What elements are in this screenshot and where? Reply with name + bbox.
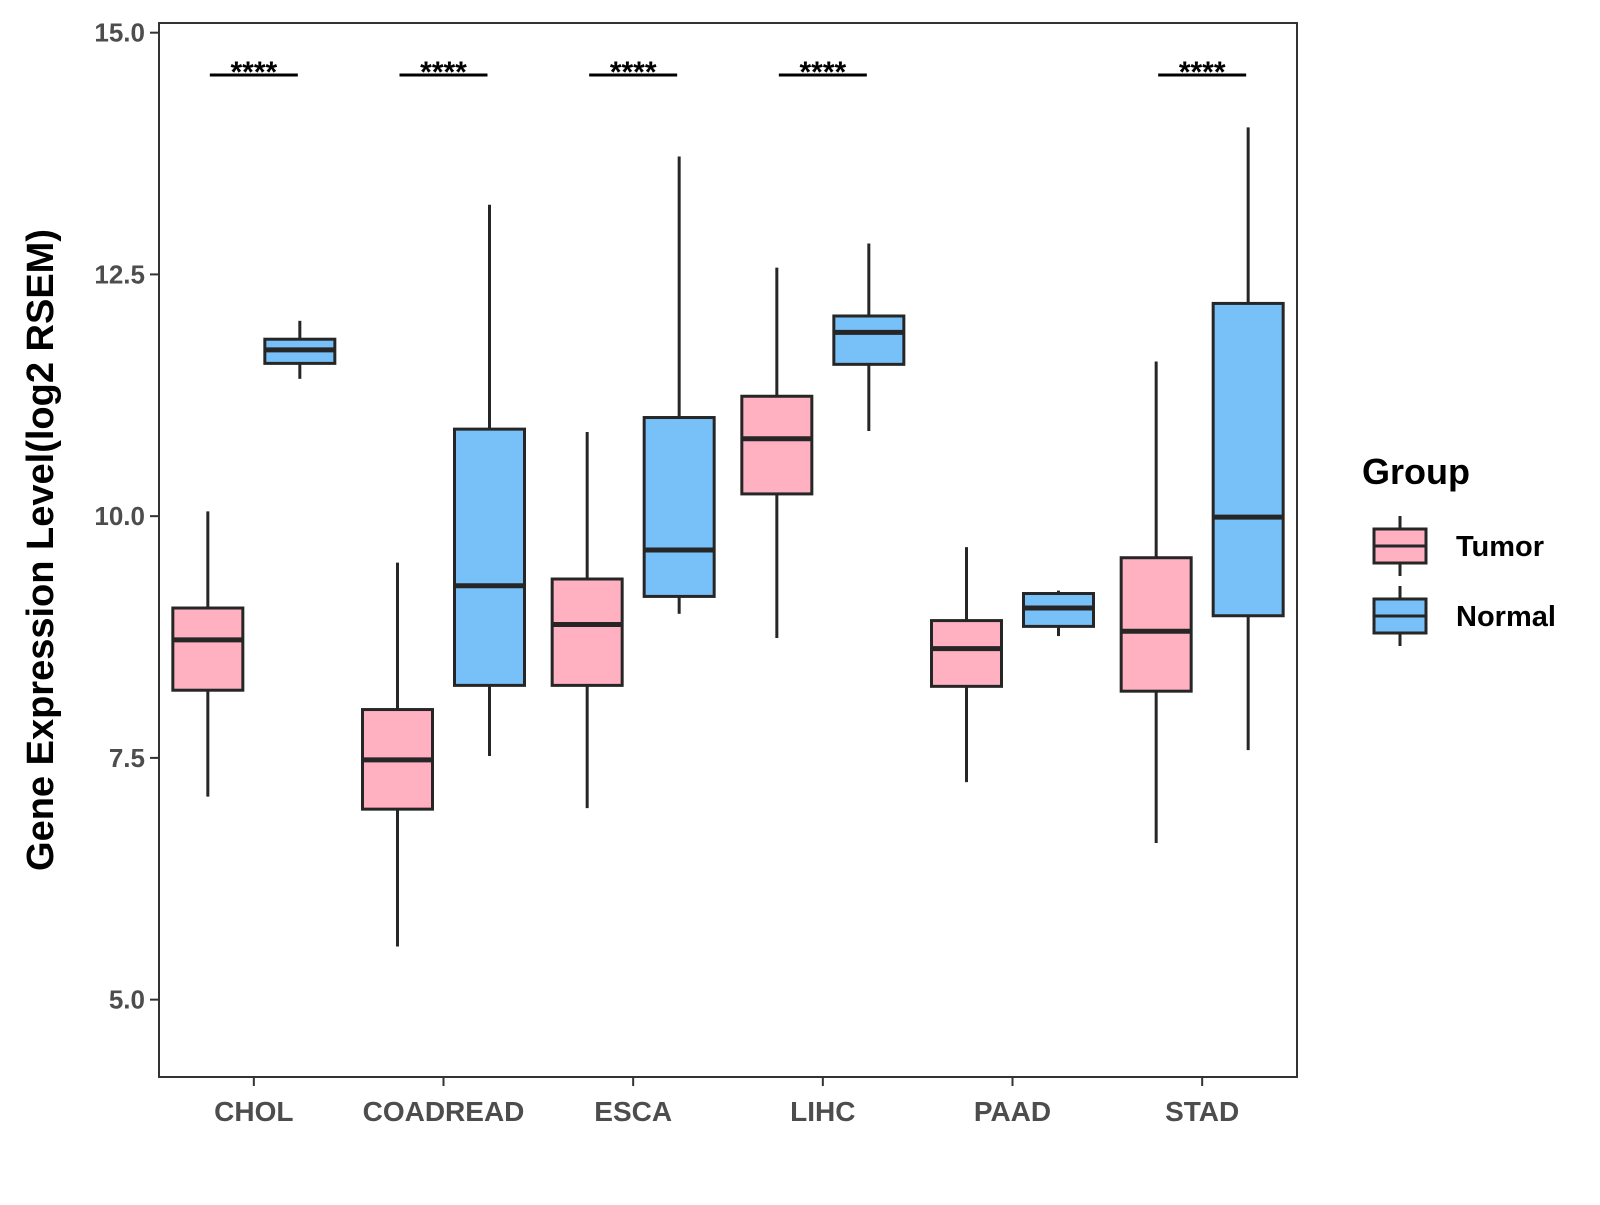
significance-label: ****	[799, 56, 846, 89]
box-tumor-paad	[930, 547, 1003, 783]
box-body	[453, 427, 526, 687]
x-tick-label: COADREAD	[363, 1096, 525, 1127]
x-tick-label: PAAD	[974, 1096, 1051, 1127]
box-body	[550, 577, 624, 687]
box-tumor-esca	[550, 432, 624, 809]
y-tick-label: 15.0	[94, 18, 145, 48]
box-body	[642, 416, 716, 598]
significance-label: ****	[1179, 56, 1226, 89]
box-body	[1119, 556, 1193, 693]
box-body	[740, 394, 814, 496]
significance-annotations: **** **** **** **** ****	[209, 56, 1247, 89]
box-body	[832, 314, 906, 366]
y-tick-label: 5.0	[109, 985, 145, 1015]
legend-label: Normal	[1456, 601, 1556, 633]
legend-entry-normal: Normal	[1372, 586, 1556, 646]
x-tick-label: ESCA	[594, 1096, 672, 1127]
box-normal-chol	[263, 320, 337, 379]
legend-entry-tumor: Tumor	[1372, 516, 1544, 576]
box-tumor-stad	[1119, 361, 1193, 843]
box-normal-lihc	[832, 243, 906, 432]
box-tumor-chol	[171, 511, 245, 797]
significance-label: ****	[610, 56, 657, 89]
box-tumor-coadread	[361, 562, 434, 947]
y-axis-title: Gene Expression Level(log2 RSEM)	[20, 229, 62, 871]
x-tick-label: LIHC	[790, 1096, 855, 1127]
x-axis: CHOL COADREAD ESCA LIHC PAAD STAD	[214, 1077, 1239, 1127]
significance-label: ****	[420, 56, 467, 89]
significance-label: ****	[230, 56, 277, 89]
box-series	[171, 127, 1285, 947]
y-tick-label: 10.0	[94, 501, 145, 531]
box-body	[930, 619, 1003, 688]
box-tumor-lihc	[740, 267, 814, 638]
y-tick-label: 12.5	[94, 259, 145, 289]
y-axis: 5.0 7.5 10.0 12.5 15.0	[94, 18, 159, 1015]
legend-title: Group	[1362, 451, 1470, 492]
box-normal-esca	[642, 156, 716, 614]
box-body	[171, 606, 245, 692]
box-normal-coadread	[453, 204, 526, 756]
legend: Group Tumor Normal	[1362, 451, 1556, 646]
box-body	[1211, 301, 1285, 618]
box-normal-paad	[1022, 590, 1095, 637]
y-tick-label: 7.5	[109, 743, 145, 773]
x-tick-label: CHOL	[214, 1096, 293, 1127]
box-normal-stad	[1211, 127, 1285, 751]
x-tick-label: STAD	[1165, 1096, 1239, 1127]
plot-panel-border	[158, 22, 1298, 1078]
legend-label: Tumor	[1456, 531, 1544, 563]
